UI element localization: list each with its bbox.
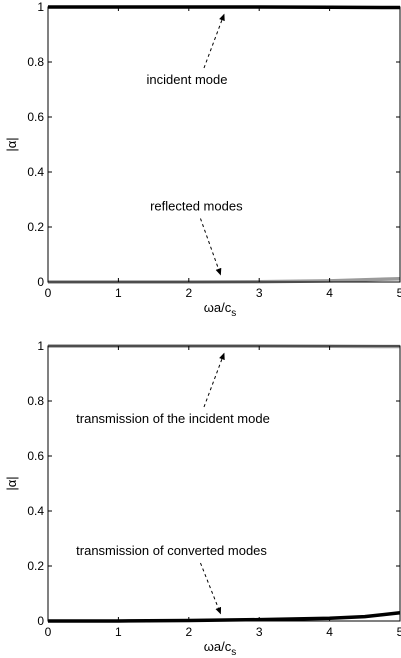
x-axis-label: ωa/cs [204, 300, 237, 319]
x-tick-label: 4 [326, 625, 333, 639]
x-axis-label-main: ωa/c [204, 639, 232, 654]
x-tick-label: 5 [397, 286, 401, 300]
x-axis-label-main: ωa/c [204, 300, 232, 315]
x-tick-label: 1 [115, 625, 122, 639]
annotation-label: reflected modes [150, 199, 243, 214]
y-tick-label: 0.2 [27, 220, 44, 234]
y-tick-label: 0.6 [27, 449, 44, 463]
annotation-label: incident mode [147, 72, 228, 87]
x-tick-label: 3 [256, 625, 263, 639]
x-tick-label: 3 [256, 286, 263, 300]
y-tick-label: 0 [37, 275, 44, 289]
x-tick-label: 2 [185, 286, 192, 300]
x-tick-label: 4 [326, 286, 333, 300]
y-tick-label: 1 [37, 0, 44, 14]
y-tick-label: 0.2 [27, 559, 44, 573]
x-tick-label: 0 [45, 625, 52, 639]
y-tick-label: 0 [37, 614, 44, 628]
y-tick-label: 0.6 [27, 110, 44, 124]
y-tick-label: 0.4 [27, 165, 44, 179]
x-tick-label: 0 [45, 286, 52, 300]
x-axis-label-subscript: s [231, 647, 236, 658]
top-panel: 0 1 2 3 4 5 0 0.2 0.4 0.6 0.8 1 ωa/cs |α| incident mod… [4, 0, 401, 319]
bottom-panel: 0 1 2 3 4 5 0 0.2 0.4 0.6 0.8 1 ωa/cs |α| transmission… [4, 339, 401, 658]
annotation-arrow [203, 13, 225, 69]
y-tick-label: 0.8 [27, 55, 44, 69]
y-axis-label: |α| [4, 476, 19, 490]
annotation-arrow [203, 352, 225, 408]
x-axis-label: ωa/cs [204, 639, 237, 658]
y-tick-label: 0.4 [27, 504, 44, 518]
annotation-arrow [200, 218, 222, 276]
y-axis-label: |α| [4, 137, 19, 151]
x-tick-label: 1 [115, 286, 122, 300]
plot-area-frame [47, 6, 401, 283]
x-tick-label: 2 [185, 625, 192, 639]
series-line-1 [48, 611, 401, 623]
plot-area-frame [47, 345, 401, 622]
y-tick-label: 0.8 [27, 394, 44, 408]
y-tick-label: 1 [37, 339, 44, 353]
annotation-arrow [200, 562, 222, 615]
x-tick-label: 5 [397, 625, 401, 639]
annotation-label: transmission of the incident mode [76, 411, 270, 426]
annotation-label: transmission of converted modes [76, 543, 267, 558]
x-axis-label-subscript: s [231, 308, 236, 319]
